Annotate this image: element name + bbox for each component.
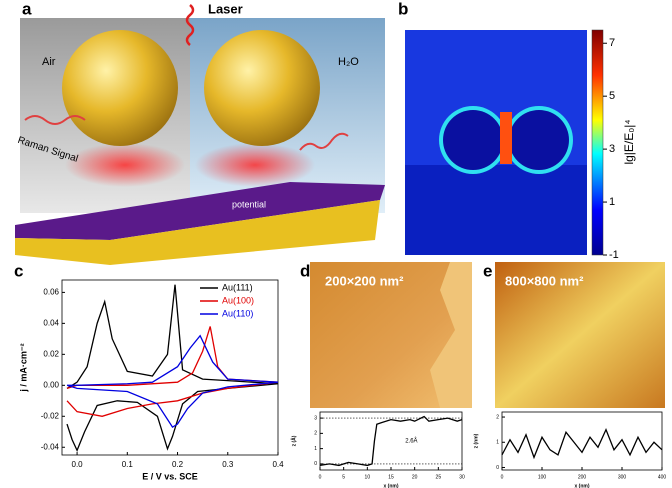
legend-label: Au(111): [222, 282, 253, 292]
potential-label: potential: [232, 199, 266, 209]
x-tick-label: 0.1: [122, 460, 134, 469]
colorbar-tick-label: 3: [609, 143, 615, 155]
x-tick-label: 400: [658, 474, 667, 480]
panel-letter: d: [300, 261, 310, 280]
colorbar-tick-label: 7: [609, 37, 615, 49]
x-tick-label: 0.4: [272, 460, 284, 469]
legend-label: Au(110): [222, 308, 253, 318]
x-tick-label: 0: [319, 474, 322, 480]
y-axis-label: j / mA·cm⁻²: [18, 343, 28, 392]
x-tick-label: 300: [618, 474, 627, 480]
panel-letter: a: [22, 0, 32, 18]
panel-b-field-map: [405, 29, 604, 256]
y-tick-label: 0.00: [43, 380, 59, 389]
panel-a-illustration: [15, 4, 385, 265]
y-tick-label: 2: [314, 431, 317, 437]
y-tick-label: 2: [496, 414, 499, 420]
y-tick-label: 0.06: [43, 287, 59, 296]
y-tick-label: 0: [314, 461, 317, 467]
x-tick-label: 0.3: [222, 460, 234, 469]
stm-terrace: [430, 262, 472, 408]
legend-label: Au(100): [222, 295, 254, 305]
panel-letter: e: [483, 261, 492, 280]
y-tick-label: 0.02: [43, 349, 59, 358]
x-tick-label: 30: [459, 474, 465, 480]
y-tick-label: 0.04: [43, 318, 59, 327]
x-tick-label: 100: [538, 474, 547, 480]
medium-label: H₂O: [338, 56, 359, 68]
x-tick-label: 0: [501, 474, 504, 480]
stm-image-e: [495, 262, 665, 408]
x-tick-label: 0.0: [72, 460, 84, 469]
medium-label: Air: [42, 56, 56, 68]
series-line: [66, 334, 279, 429]
x-axis-label: E / V vs. SCE: [142, 471, 198, 481]
plot-frame: [61, 279, 279, 456]
y-tick-label: -0.02: [41, 411, 60, 420]
y-tick-label: -0.04: [41, 442, 60, 451]
x-tick-label: 20: [412, 474, 418, 480]
y-tick-label: 3: [314, 415, 317, 421]
y-axis-label: z (Å): [290, 435, 297, 446]
x-tick-label: 5: [342, 474, 345, 480]
laser-label: Laser: [208, 1, 243, 16]
y-axis-label: z (nm): [473, 433, 479, 448]
series-line: [501, 427, 663, 460]
plot-frame: [501, 411, 663, 471]
colorbar-tick-label: 1: [609, 196, 615, 208]
panel-letter: c: [14, 261, 23, 280]
colorbar-label: lg|E/E₀|⁴: [622, 119, 636, 164]
colorbar-tick-label: -1: [609, 249, 619, 261]
scale-label: 200×200 nm²: [325, 273, 404, 288]
annotation: 2.6Å: [405, 438, 417, 445]
colorbar-tick-label: 5: [609, 90, 615, 102]
x-tick-label: 10: [365, 474, 371, 480]
series-line: [66, 326, 279, 417]
scale-label: 800×800 nm²: [505, 273, 584, 288]
plot-frame: [319, 411, 463, 471]
y-tick-label: 1: [496, 440, 499, 446]
series-line: [66, 284, 279, 452]
x-tick-label: 25: [436, 474, 442, 480]
x-axis-label: x (nm): [384, 483, 399, 488]
panel-letter: b: [398, 0, 408, 18]
x-tick-label: 200: [578, 474, 587, 480]
y-tick-label: 0: [496, 465, 499, 471]
x-tick-label: 15: [388, 474, 394, 480]
x-axis-label: x (nm): [575, 483, 590, 488]
x-tick-label: 0.2: [172, 460, 184, 469]
series-line: [319, 415, 463, 467]
y-tick-label: 1: [314, 446, 317, 452]
